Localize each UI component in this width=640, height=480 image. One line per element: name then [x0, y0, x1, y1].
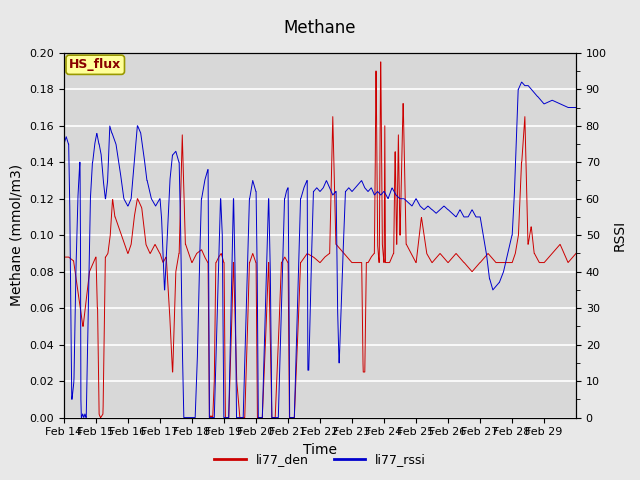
Text: Methane: Methane: [284, 19, 356, 37]
Y-axis label: Methane (mmol/m3): Methane (mmol/m3): [10, 164, 24, 306]
Text: HS_flux: HS_flux: [69, 58, 122, 71]
Legend: li77_den, li77_rssi: li77_den, li77_rssi: [209, 448, 431, 471]
Y-axis label: RSSI: RSSI: [612, 220, 627, 251]
X-axis label: Time: Time: [303, 443, 337, 457]
